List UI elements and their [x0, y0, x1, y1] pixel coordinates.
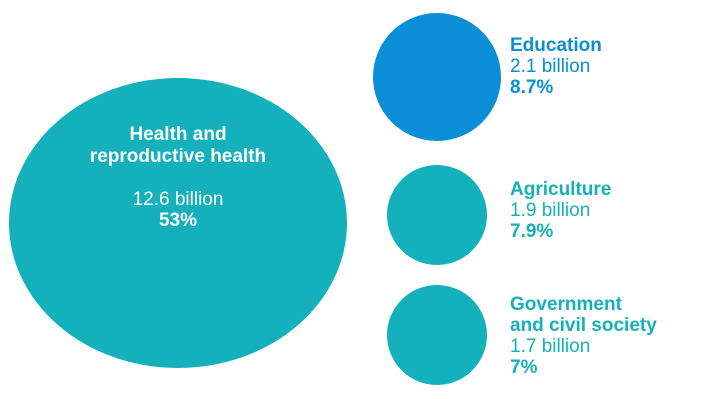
government-category-label: Government and civil society [510, 294, 657, 336]
bubble-label-agriculture: Agriculture 1.9 billion 7.9% [510, 179, 611, 242]
bubble-label-government: Government and civil society 1.7 billion… [510, 294, 657, 378]
health-category-label: Health and reproductive health [89, 124, 267, 167]
agriculture-percent-label: 7.9% [510, 221, 554, 242]
agriculture-category-label: Agriculture [510, 179, 612, 200]
agriculture-amount-label: 1.9 billion [510, 200, 591, 221]
government-percent-label: 7% [510, 357, 538, 378]
bubble-label-health: Health and reproductive health 12.6 billi… [48, 124, 308, 231]
government-amount-label: 1.7 billion [510, 336, 591, 357]
bubble-label-education: Education 2.1 billion 8.7% [510, 35, 602, 98]
education-amount-label: 2.1 billion [510, 56, 591, 77]
health-amount-label: 12.6 billion [132, 189, 224, 210]
health-percent-label: 53% [158, 210, 198, 231]
education-percent-label: 8.7% [510, 77, 554, 98]
bubble-health [9, 78, 347, 368]
bubble-agriculture [387, 165, 487, 265]
bubble-government [387, 285, 487, 385]
education-category-label: Education [510, 35, 602, 56]
bubble-education [373, 13, 501, 141]
